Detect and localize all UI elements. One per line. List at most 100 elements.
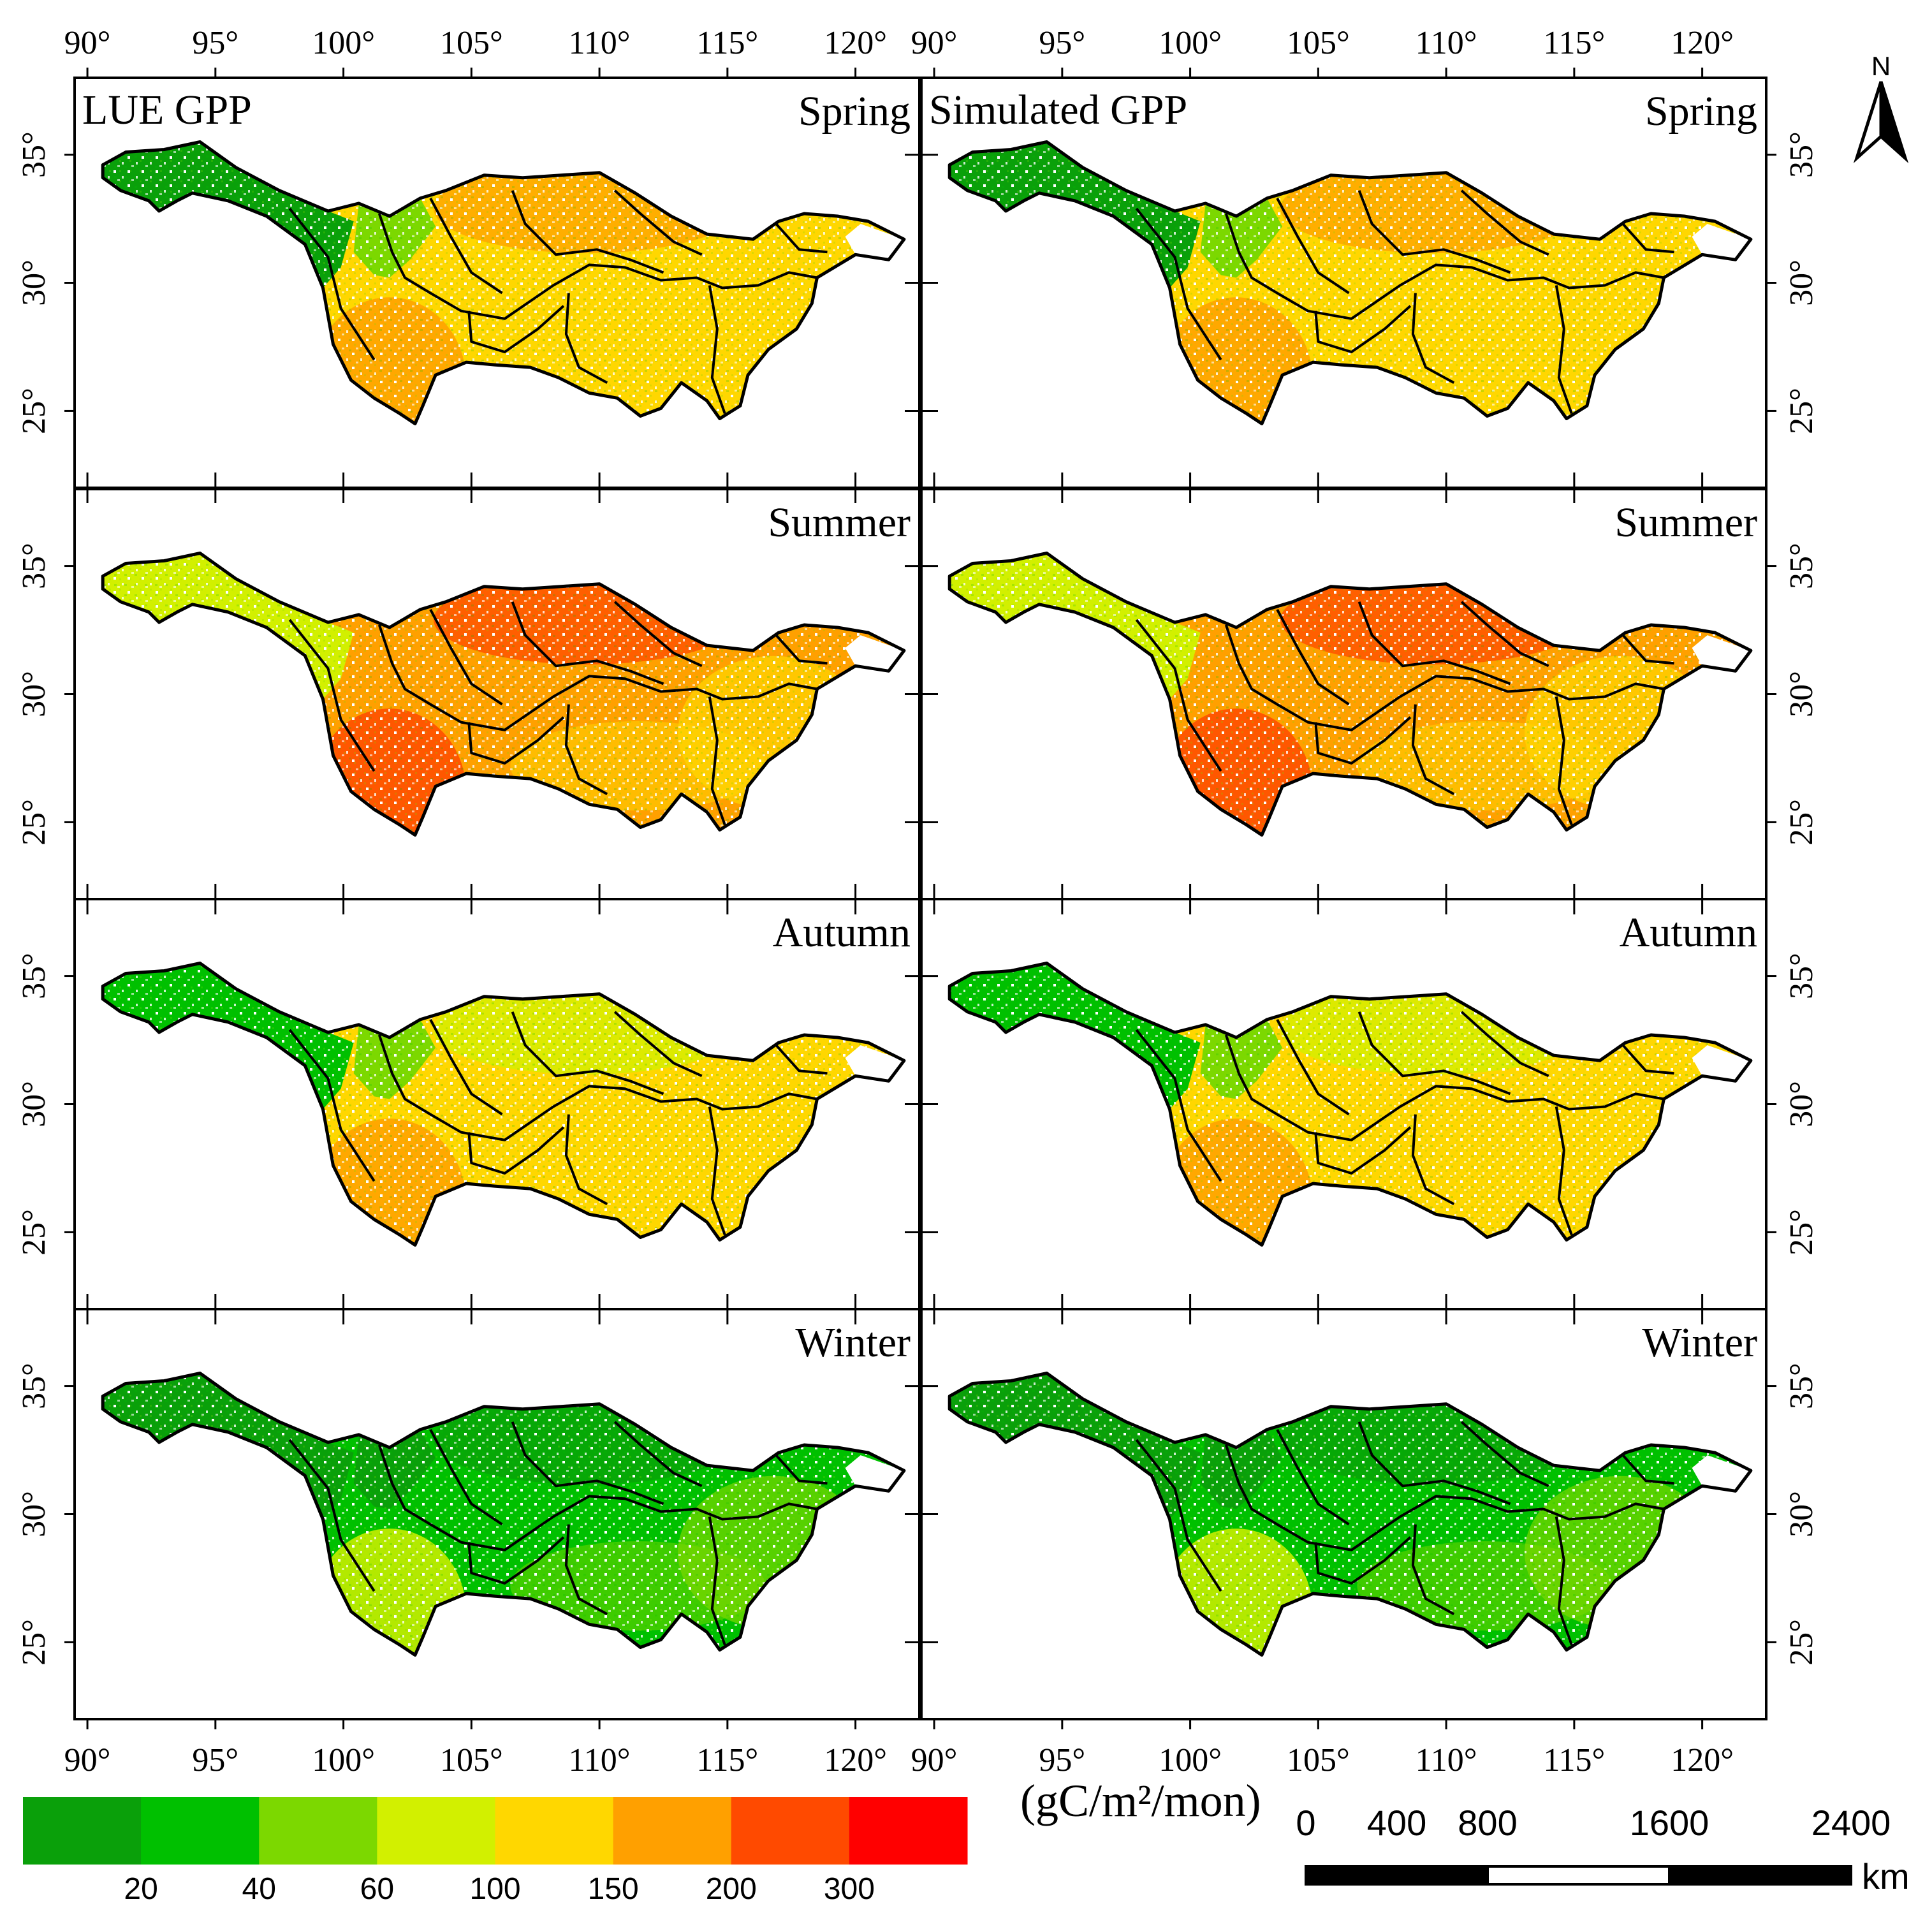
lon-tick-label-top: 110° <box>569 25 631 61</box>
lon-tick-label-top: 105° <box>1287 25 1350 61</box>
lat-tick-label-left: 35° <box>16 543 52 589</box>
scale-bar-label: 0 <box>1296 1803 1315 1843</box>
sub-basin-boundary <box>1621 1044 1674 1075</box>
no-data-speckle <box>103 1373 904 1655</box>
sub-basin-boundary <box>1621 634 1674 665</box>
no-data-speckle <box>949 142 1751 424</box>
sub-basin-boundary <box>564 293 608 384</box>
sub-basin-boundary <box>1358 1011 1511 1096</box>
lat-tick-label-left: 30° <box>16 260 52 306</box>
season-label: Autumn <box>773 909 911 956</box>
sub-basin-boundary <box>288 1439 376 1592</box>
scale-bar-label: 1600 <box>1630 1803 1709 1843</box>
lon-tick-label-bottom: 105° <box>1287 1742 1350 1778</box>
sub-basin-boundary <box>1135 619 1222 772</box>
sub-basin-boundary <box>1276 608 1350 706</box>
colorbar-tick-label: 300 <box>824 1872 875 1906</box>
lon-tick-label-top: 115° <box>1543 25 1605 61</box>
lat-tick-label-right: 25° <box>1783 1619 1820 1666</box>
scale-bar-label: 2400 <box>1811 1803 1891 1843</box>
scale-bar-unit: km <box>1862 1856 1910 1896</box>
lat-tick-label-right: 30° <box>1783 1491 1820 1537</box>
lat-tick-label-right: 35° <box>1783 543 1820 589</box>
no-data-speckle <box>103 553 904 835</box>
sub-basin-boundary <box>564 1114 608 1205</box>
no-data-area <box>845 635 904 671</box>
scale-bar-segment <box>1486 1865 1671 1886</box>
lon-tick-label-bottom: 95° <box>1039 1742 1085 1778</box>
sub-basin-boundary <box>613 1011 703 1078</box>
colorbar-swatch <box>141 1797 260 1865</box>
sub-basin-boundary <box>1135 207 1222 361</box>
sub-basin-boundary <box>467 1126 565 1175</box>
lat-tick-label-left: 35° <box>16 953 52 999</box>
sub-basin-boundary <box>1358 1421 1511 1506</box>
basin-outline <box>101 140 906 425</box>
basin-outline <box>948 962 1753 1247</box>
sub-basin-boundary <box>775 634 828 665</box>
season-label: Summer <box>1614 499 1757 546</box>
lat-tick-label-right: 35° <box>1783 953 1820 999</box>
sub-basin-boundary <box>1314 716 1412 765</box>
map-panel: Autumn <box>920 898 1767 1310</box>
sub-basin-boundary <box>775 223 828 254</box>
sub-basin-boundary <box>1224 213 1664 320</box>
lon-tick-label-top: 95° <box>192 25 238 61</box>
sub-basin-boundary <box>1314 1126 1412 1175</box>
sub-basin-boundary <box>429 1428 503 1526</box>
sub-basin-boundary <box>1276 1428 1350 1526</box>
lon-tick-label-top: 90° <box>911 25 958 61</box>
sub-basin-boundary <box>288 619 376 772</box>
lon-tick-label-top: 95° <box>1039 25 1085 61</box>
colorbar-swatch <box>731 1797 850 1865</box>
season-label: Spring <box>1645 88 1757 135</box>
sub-basin-boundary <box>708 1106 726 1236</box>
sub-basin-boundary <box>288 1029 376 1182</box>
scale-bar: 0 400 800 1600 2400 km <box>1296 1803 1909 1896</box>
lon-tick-label-bottom: 115° <box>1543 1742 1605 1778</box>
sub-basin-boundary <box>467 1536 565 1585</box>
sub-basin-boundary <box>429 197 503 295</box>
lon-tick-label-top: 120° <box>824 25 887 61</box>
sub-basin-boundary <box>1358 601 1511 685</box>
sub-basin-boundary <box>708 285 726 414</box>
lat-tick-label-right: 30° <box>1783 1081 1820 1127</box>
sub-basin-boundary <box>1555 1516 1573 1646</box>
lon-tick-label-top: 100° <box>312 25 375 61</box>
lat-tick-label-right: 25° <box>1783 388 1820 434</box>
lat-tick-label-left: 30° <box>16 671 52 717</box>
season-label: Winter <box>1642 1319 1757 1366</box>
sub-basin-boundary <box>1460 189 1549 256</box>
scale-bar-label: 800 <box>1458 1803 1517 1843</box>
sub-basin-boundary <box>613 189 703 256</box>
sub-basin-boundary <box>429 1018 503 1116</box>
basin-outline <box>101 552 906 837</box>
sub-basin-boundary <box>1460 1421 1549 1488</box>
sub-basin-boundary <box>429 608 503 706</box>
colorbar-tick-label: 100 <box>469 1872 520 1906</box>
map-panel: Spring LUE GPP <box>73 77 921 489</box>
lat-tick-label-right: 35° <box>1783 131 1820 178</box>
sub-basin-boundary <box>511 190 664 274</box>
sub-basin-boundary <box>1411 1524 1455 1615</box>
sub-basin-boundary <box>775 1044 828 1075</box>
sub-basin-boundary <box>1276 197 1350 295</box>
basin-outline <box>101 962 906 1247</box>
sub-basin-boundary <box>1224 624 1664 731</box>
sub-basin-boundary <box>511 1011 664 1096</box>
basin-outline <box>101 1372 906 1657</box>
map-panel: Summer <box>920 488 1767 900</box>
lat-tick-label-right: 30° <box>1783 260 1820 306</box>
sub-basin-boundary <box>1411 704 1455 795</box>
lon-tick-label-bottom: 90° <box>64 1742 111 1778</box>
sub-basin-boundary <box>1224 1444 1664 1551</box>
lat-tick-label-left: 35° <box>16 1363 52 1409</box>
sub-basin-boundary <box>511 601 664 685</box>
sub-basin-boundary <box>467 305 565 353</box>
sub-basin-boundary <box>613 1421 703 1488</box>
colorbar-tick-label: 200 <box>706 1872 757 1906</box>
colorbar-swatch <box>495 1797 614 1865</box>
no-data-speckle <box>103 963 904 1245</box>
colorbar-unit-label: (gC/m²/mon) <box>1020 1775 1261 1826</box>
